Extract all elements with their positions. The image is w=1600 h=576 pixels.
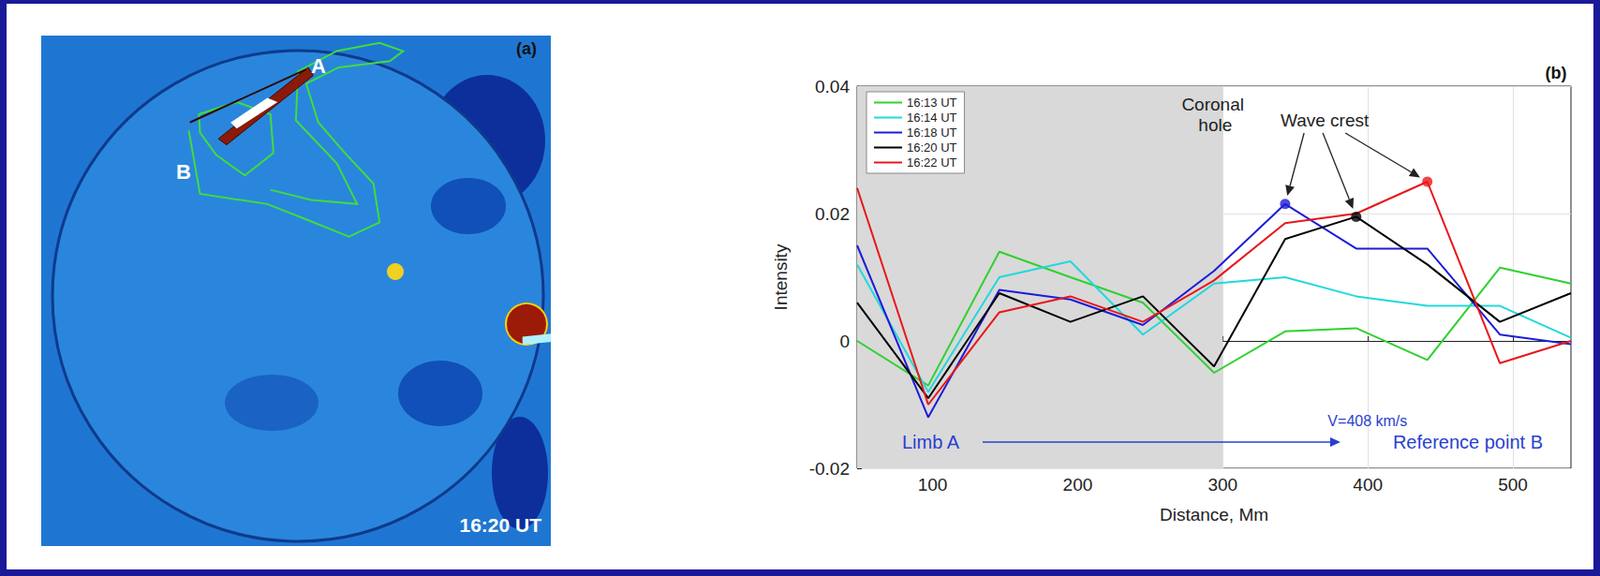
svg-text:Reference point B: Reference point B [1392,431,1543,453]
svg-text:16:13 UT: 16:13 UT [906,95,958,110]
svg-text:0.04: 0.04 [814,76,850,97]
svg-text:16:20 UT: 16:20 UT [906,140,958,155]
svg-text:Limb A: Limb A [902,431,961,453]
svg-text:0.02: 0.02 [814,204,850,224]
svg-text:B: B [176,160,192,184]
svg-text:-0.02: -0.02 [809,459,850,479]
svg-text:Distance, Mm: Distance, Mm [1159,504,1269,525]
svg-text:hole: hole [1198,115,1232,135]
svg-text:0: 0 [839,331,850,352]
svg-text:Coronal: Coronal [1181,94,1249,115]
svg-text:16:18 UT: 16:18 UT [906,125,958,140]
svg-text:400: 400 [1352,474,1383,495]
svg-text:A: A [311,54,326,78]
svg-text:100: 100 [918,474,949,495]
svg-text:16:20 UT: 16:20 UT [459,514,542,536]
svg-text:Intensity: Intensity [770,243,791,311]
svg-text:(b): (b) [1545,63,1568,83]
svg-text:16:14 UT: 16:14 UT [906,110,958,125]
svg-text:500: 500 [1497,474,1528,495]
svg-text:200: 200 [1063,474,1094,495]
svg-text:16:22 UT: 16:22 UT [906,155,958,170]
svg-text:V=408 km/s: V=408 km/s [1327,413,1408,430]
svg-text:(a): (a) [516,39,537,59]
svg-text:300: 300 [1207,474,1238,495]
svg-text:Wave crest: Wave crest [1280,110,1370,131]
